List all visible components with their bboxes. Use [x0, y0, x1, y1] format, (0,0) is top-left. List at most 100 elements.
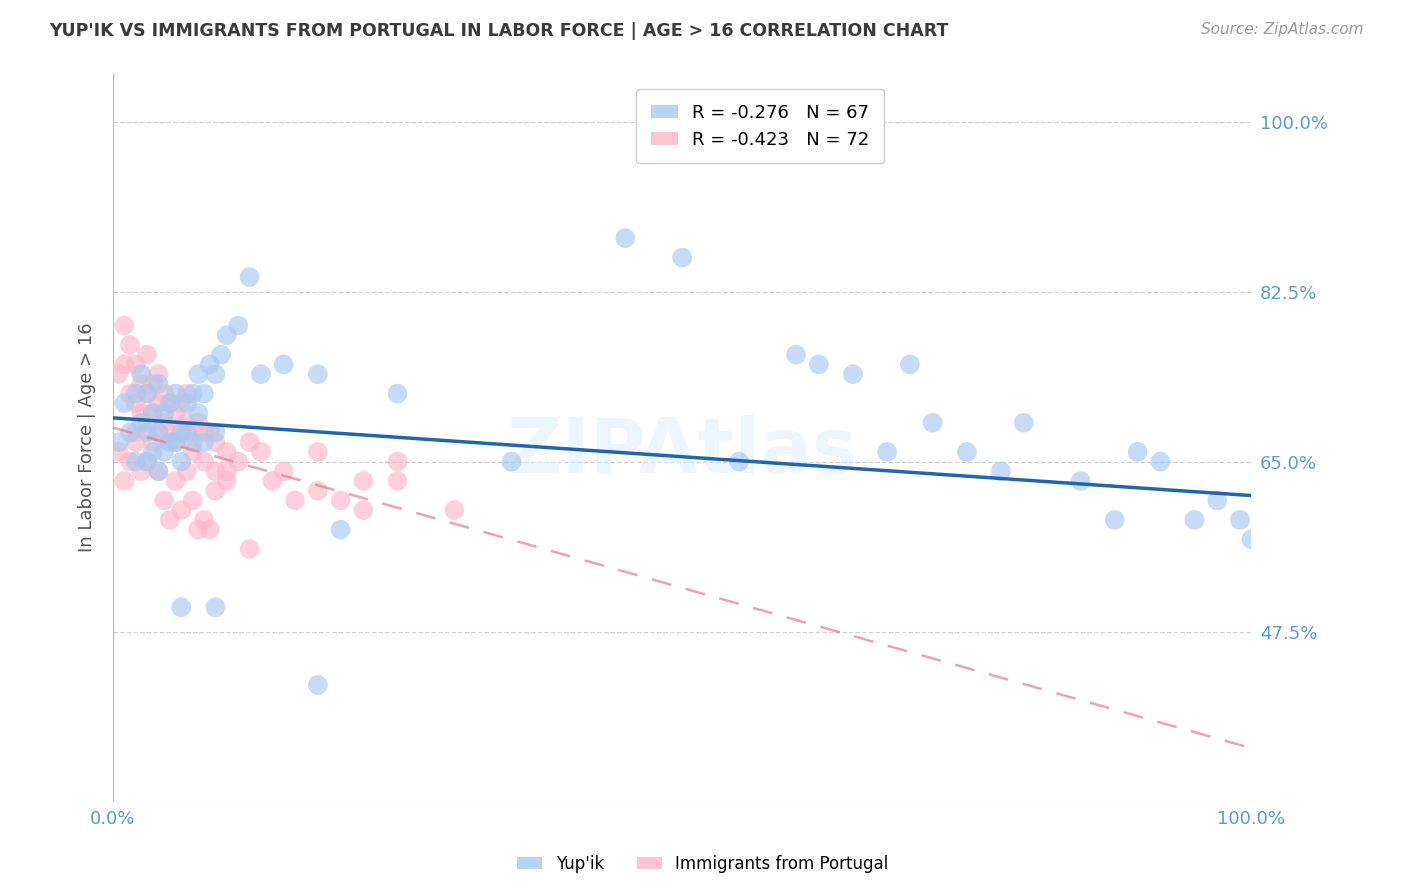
Point [181, 493, 204, 508]
Point [898, 358, 921, 372]
Point [215, 464, 238, 478]
Point [614, 231, 637, 245]
Point [387, 474, 409, 488]
Point [170, 600, 193, 615]
Point [159, 396, 181, 410]
Legend: R = -0.276   N = 67, R = -0.423   N = 72: R = -0.276 N = 67, R = -0.423 N = 72 [636, 89, 884, 163]
Point [118, 454, 141, 468]
Point [159, 425, 181, 440]
Point [307, 678, 329, 692]
Point [1149, 454, 1171, 468]
Point [125, 435, 148, 450]
Point [125, 358, 148, 372]
Point [107, 435, 129, 450]
Point [125, 425, 148, 440]
Point [142, 406, 165, 420]
Point [153, 416, 176, 430]
Point [728, 454, 751, 468]
Point [1012, 416, 1035, 430]
Point [204, 425, 226, 440]
Point [187, 523, 209, 537]
Point [273, 464, 295, 478]
Point [125, 454, 148, 468]
Point [187, 406, 209, 420]
Point [215, 445, 238, 459]
Point [181, 445, 204, 459]
Point [159, 396, 181, 410]
Point [118, 338, 141, 352]
Point [118, 425, 141, 440]
Point [352, 503, 374, 517]
Point [181, 435, 204, 450]
Point [226, 318, 249, 333]
Point [176, 425, 198, 440]
Point [226, 454, 249, 468]
Point [204, 435, 226, 450]
Point [204, 367, 226, 381]
Point [956, 445, 979, 459]
Point [1104, 513, 1126, 527]
Point [193, 454, 215, 468]
Point [131, 416, 153, 430]
Point [136, 386, 159, 401]
Point [209, 348, 232, 362]
Y-axis label: In Labor Force | Age > 16: In Labor Force | Age > 16 [79, 323, 96, 552]
Point [807, 358, 830, 372]
Point [387, 386, 409, 401]
Point [112, 474, 135, 488]
Point [204, 600, 226, 615]
Point [170, 454, 193, 468]
Point [501, 454, 523, 468]
Point [165, 435, 187, 450]
Point [198, 425, 221, 440]
Point [148, 396, 170, 410]
Point [112, 396, 135, 410]
Point [198, 523, 221, 537]
Point [262, 474, 284, 488]
Point [136, 454, 159, 468]
Point [1126, 445, 1149, 459]
Text: YUP'IK VS IMMIGRANTS FROM PORTUGAL IN LABOR FORCE | AGE > 16 CORRELATION CHART: YUP'IK VS IMMIGRANTS FROM PORTUGAL IN LA… [49, 22, 949, 40]
Point [148, 376, 170, 391]
Point [165, 406, 187, 420]
Point [921, 416, 943, 430]
Point [125, 386, 148, 401]
Point [193, 513, 215, 527]
Text: ZIPAtlas: ZIPAtlas [506, 415, 858, 489]
Point [187, 416, 209, 430]
Point [165, 474, 187, 488]
Point [204, 464, 226, 478]
Point [136, 425, 159, 440]
Point [131, 376, 153, 391]
Point [136, 386, 159, 401]
Point [215, 474, 238, 488]
Point [307, 445, 329, 459]
Point [112, 318, 135, 333]
Point [329, 523, 352, 537]
Point [170, 425, 193, 440]
Point [136, 454, 159, 468]
Point [165, 386, 187, 401]
Point [170, 503, 193, 517]
Point [125, 396, 148, 410]
Point [159, 513, 181, 527]
Point [990, 464, 1012, 478]
Point [170, 396, 193, 410]
Point [181, 386, 204, 401]
Point [198, 358, 221, 372]
Point [131, 464, 153, 478]
Text: Source: ZipAtlas.com: Source: ZipAtlas.com [1201, 22, 1364, 37]
Point [187, 367, 209, 381]
Point [176, 464, 198, 478]
Point [153, 445, 176, 459]
Point [204, 483, 226, 498]
Point [148, 464, 170, 478]
Point [352, 474, 374, 488]
Point [148, 425, 170, 440]
Point [131, 367, 153, 381]
Point [238, 435, 260, 450]
Point [1070, 474, 1092, 488]
Point [238, 270, 260, 285]
Point [1229, 513, 1251, 527]
Point [136, 348, 159, 362]
